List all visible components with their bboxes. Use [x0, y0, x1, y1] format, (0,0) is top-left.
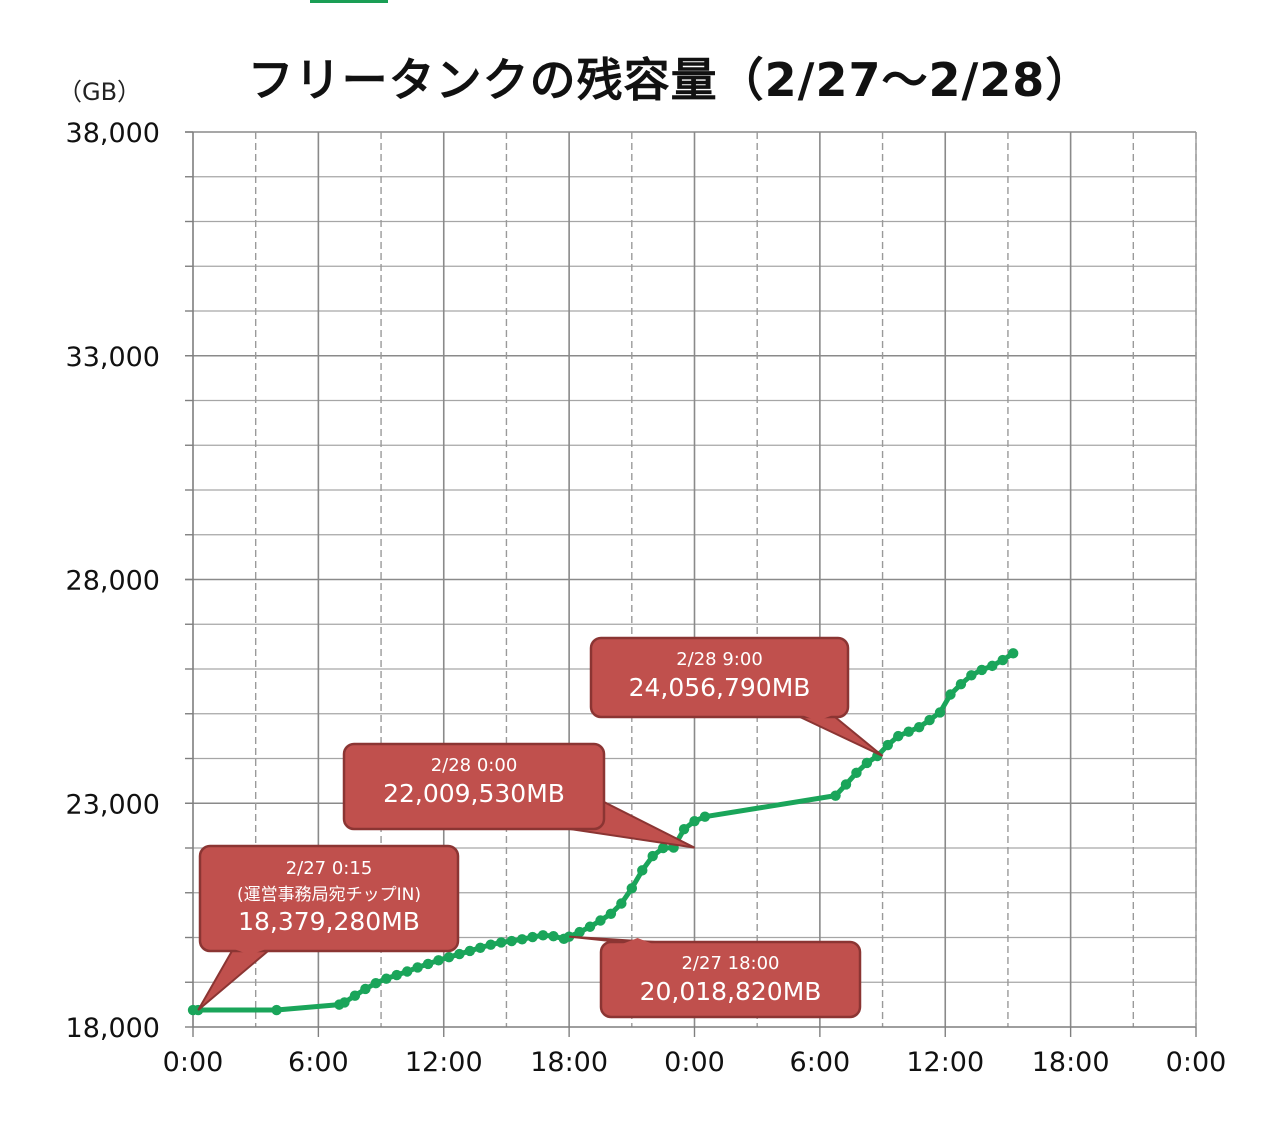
data-point: [584, 921, 596, 932]
x-tick-label: 0:00: [1166, 1047, 1227, 1078]
data-point: [861, 757, 873, 769]
data-point: [433, 955, 444, 966]
data-point: [851, 767, 862, 779]
data-point: [475, 942, 486, 953]
callout-box: [342, 742, 606, 831]
data-point: [464, 945, 476, 957]
data-point: [689, 815, 700, 827]
data-point: [548, 930, 559, 942]
data-point: [370, 977, 382, 989]
data-point: [955, 679, 967, 690]
data-point: [574, 926, 585, 938]
y-tick-label: 38,000: [66, 118, 160, 149]
data-point: [516, 934, 528, 945]
data-point: [360, 983, 371, 995]
x-tick-label: 6:00: [790, 1047, 851, 1078]
callout-seam: [622, 938, 653, 944]
x-tick-label: 18:00: [1032, 1047, 1110, 1078]
data-point: [605, 908, 617, 919]
x-tick-label: 12:00: [906, 1047, 984, 1078]
callout-seam: [802, 715, 833, 721]
callout-note: (運営事務局宛チップIN): [237, 885, 421, 905]
data-point: [271, 1004, 282, 1016]
chart-title: フリータンクの残容量（2/27～2/28）: [247, 53, 1093, 107]
data-point: [443, 951, 455, 963]
data-point: [934, 707, 946, 718]
data-point: [506, 935, 517, 947]
data-point: [976, 664, 988, 676]
data-point: [657, 842, 669, 854]
data-point: [401, 966, 413, 977]
data-point: [412, 962, 423, 973]
y-tick-label: 18,000: [66, 1013, 160, 1044]
x-tick-label: 18:00: [530, 1047, 608, 1078]
data-point: [893, 730, 904, 742]
data-point: [699, 811, 711, 822]
callout-date: 2/28 0:00: [431, 755, 518, 776]
data-point: [997, 654, 1008, 666]
data-point: [966, 670, 977, 681]
data-point: [422, 958, 434, 970]
data-point: [381, 973, 392, 984]
y-tick-label: 33,000: [66, 342, 160, 373]
data-point: [537, 930, 549, 941]
callout-value: 20,018,820MB: [640, 977, 822, 1006]
x-tick-label: 0:00: [163, 1047, 224, 1078]
data-point: [454, 948, 465, 960]
callout-box: [198, 844, 460, 953]
y-tick-label: 28,000: [66, 566, 160, 597]
callout-box: [589, 636, 850, 719]
callout-date: 2/27 0:15: [286, 858, 373, 879]
data-point: [945, 689, 956, 700]
data-point: [903, 726, 914, 737]
callout-value: 24,056,790MB: [629, 673, 811, 702]
callout-seam: [234, 949, 266, 955]
y-tick-label: 23,000: [66, 789, 160, 820]
data-point: [637, 865, 648, 876]
callout-value: 18,379,280MB: [238, 907, 420, 936]
callout-date: 2/28 9:00: [676, 649, 763, 670]
data-point: [391, 969, 402, 981]
data-point: [924, 714, 935, 726]
data-point: [830, 790, 841, 801]
top-accent-bar: [310, 0, 388, 3]
x-tick-label: 0:00: [664, 1047, 725, 1078]
data-point: [840, 779, 852, 790]
data-point: [496, 937, 507, 948]
data-point: [485, 939, 496, 950]
data-point: [595, 915, 606, 926]
callout-box: [599, 940, 862, 1019]
data-point: [678, 824, 690, 835]
data-point: [987, 660, 998, 672]
y-axis-unit-label: （GB）: [58, 78, 142, 106]
data-series-line: [190, 650, 1016, 1013]
data-point: [527, 931, 538, 943]
callout-seam: [572, 798, 598, 827]
data-point: [616, 898, 627, 909]
data-point: [647, 850, 658, 862]
x-tick-label: 12:00: [405, 1047, 483, 1078]
data-point: [339, 997, 350, 1008]
callout-date: 2/27 18:00: [681, 953, 779, 974]
data-point: [626, 883, 638, 894]
x-tick-label: 6:00: [288, 1047, 349, 1078]
data-point: [349, 990, 361, 1001]
data-point: [913, 721, 925, 733]
data-point: [1007, 648, 1019, 659]
callout-value: 22,009,530MB: [383, 779, 565, 808]
data-point: [882, 739, 893, 751]
